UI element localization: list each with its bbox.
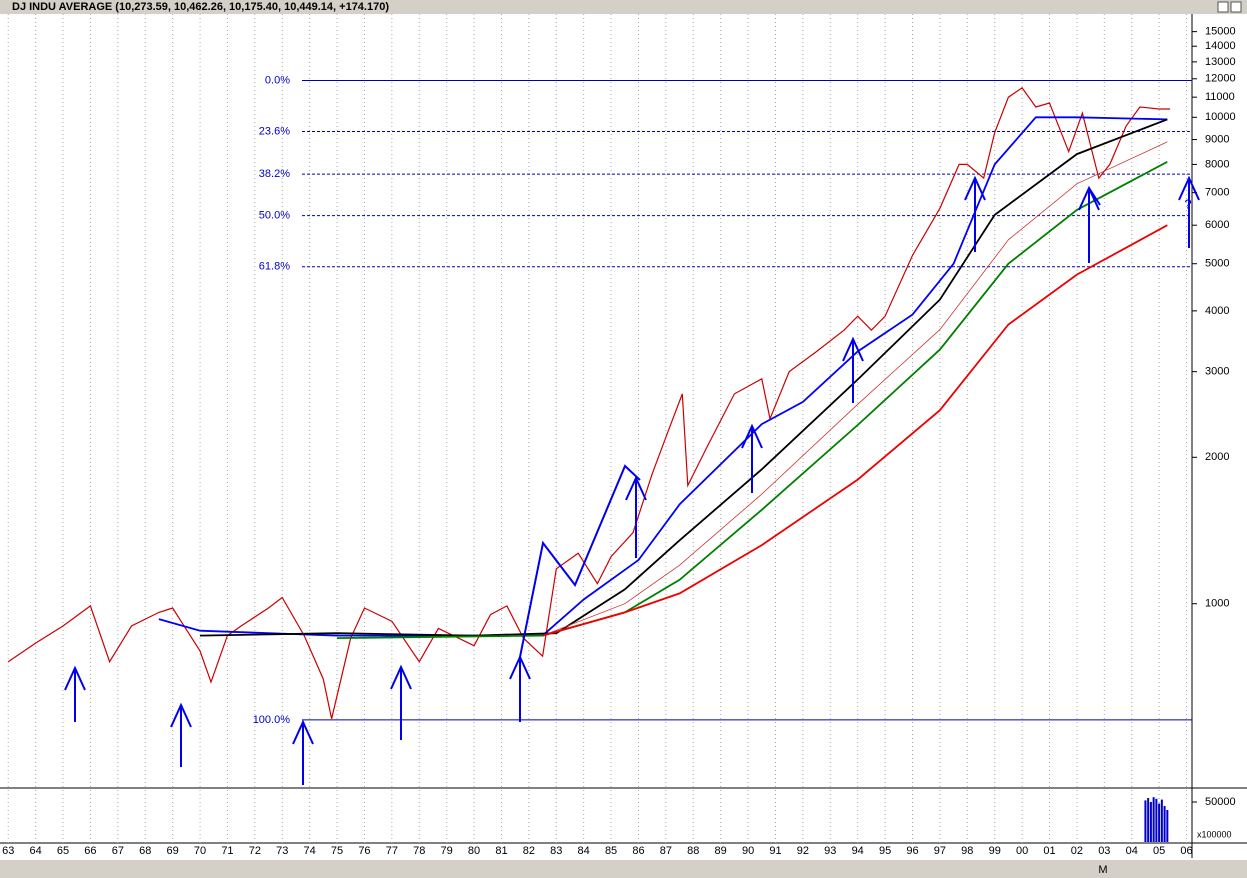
x-tick-label: 78: [413, 845, 425, 857]
y-tick-label: 8000: [1205, 158, 1229, 170]
x-tick-label: 01: [1043, 845, 1055, 857]
arrow: [964, 175, 986, 252]
fib-label: 23.6%: [259, 125, 290, 137]
x-tick-label: 96: [906, 845, 918, 857]
chart-title: DJ INDU AVERAGE (10,273.59, 10,462.26, 1…: [12, 1, 389, 13]
y-tick-label: 1000: [1205, 598, 1229, 610]
x-tick-label: 04: [1126, 845, 1138, 857]
arrow: [64, 665, 86, 722]
x-tick-label: 91: [769, 845, 781, 857]
x-tick-label: 98: [961, 845, 973, 857]
x-tick-label: 68: [139, 845, 151, 857]
x-tick-label: 85: [605, 845, 617, 857]
x-tick-label: 83: [550, 845, 562, 857]
fib-label: 100.0%: [253, 714, 291, 726]
x-tick-label: 94: [852, 845, 864, 857]
x-tick-label: 89: [715, 845, 727, 857]
y-tick-label: 50000: [1205, 796, 1236, 808]
volume-bar: [1144, 800, 1147, 842]
y-tick-label: 5000: [1205, 258, 1229, 270]
y-tick-label: 13000: [1205, 56, 1236, 68]
x-tick-label: 90: [742, 845, 754, 857]
x-tick-label: 74: [304, 845, 316, 857]
restore-button[interactable]: [1217, 1, 1229, 13]
series-line: [542, 141, 1168, 636]
x-tick-label: 72: [249, 845, 261, 857]
fib-label: 38.2%: [259, 168, 290, 180]
x-tick-label: 95: [879, 845, 891, 857]
volume-bar: [1163, 806, 1166, 842]
volume-unit: x100000: [1197, 829, 1232, 839]
title-bar: [0, 0, 1247, 14]
y-tick-label: 3000: [1205, 366, 1229, 378]
x-tick-label: 87: [660, 845, 672, 857]
x-tick-label: 75: [331, 845, 343, 857]
bottom-toolbar: [0, 860, 1247, 878]
y-tick-label: 4000: [1205, 305, 1229, 317]
arrow: [170, 702, 192, 767]
y-tick-label: 15000: [1205, 26, 1236, 38]
arrow: [625, 475, 647, 558]
y-tick-label: 11000: [1205, 91, 1235, 103]
x-tick-label: 66: [84, 845, 96, 857]
fib-label: 61.8%: [259, 261, 290, 273]
volume-bar: [1160, 799, 1163, 842]
x-tick-label: 71: [221, 845, 233, 857]
arrow: [842, 336, 864, 403]
fib-label: 50.0%: [259, 209, 290, 221]
x-tick-label: 88: [687, 845, 699, 857]
x-tick-label: 05: [1153, 845, 1165, 857]
x-tick-label: 73: [276, 845, 288, 857]
y-tick-label: 2000: [1205, 451, 1229, 463]
x-tick-label: 70: [194, 845, 206, 857]
arrow: [390, 664, 412, 740]
x-tick-label: 64: [29, 845, 41, 857]
close-button[interactable]: [1230, 1, 1242, 13]
arrow: [292, 719, 314, 785]
y-tick-label: 14000: [1205, 40, 1236, 52]
x-tick-label: 82: [523, 845, 535, 857]
y-tick-label: 10000: [1205, 111, 1236, 123]
x-tick-label: 79: [441, 845, 453, 857]
x-tick-label: 86: [632, 845, 644, 857]
volume-bar: [1152, 797, 1155, 842]
trend-line: [519, 464, 641, 658]
volume-bar: [1147, 798, 1150, 842]
x-tick-label: 77: [386, 845, 398, 857]
volume-bar: [1149, 802, 1152, 842]
x-tick-label: 65: [57, 845, 69, 857]
volume-bar: [1158, 803, 1161, 842]
y-tick-label: 7000: [1205, 187, 1229, 199]
x-tick-label: 92: [797, 845, 809, 857]
toolbar-button[interactable]: M: [1098, 864, 1107, 876]
arrow: [741, 423, 763, 493]
x-tick-label: 67: [112, 845, 124, 857]
series-line: [7, 86, 1171, 719]
x-tick-label: 63: [2, 845, 14, 857]
x-tick-label: 06: [1180, 845, 1192, 857]
series-line: [542, 224, 1168, 637]
x-tick-label: 99: [989, 845, 1001, 857]
x-tick-label: 81: [495, 845, 507, 857]
x-tick-label: 76: [358, 845, 370, 857]
x-tick-label: 02: [1071, 845, 1083, 857]
fib-label: 0.0%: [265, 74, 290, 86]
x-tick-label: 84: [578, 845, 590, 857]
arrow: [1178, 175, 1200, 248]
x-tick-label: 80: [468, 845, 480, 857]
volume-bar: [1166, 810, 1169, 842]
trend-line: [1088, 187, 1101, 206]
volume-bar: [1155, 798, 1158, 842]
y-tick-label: 6000: [1205, 219, 1229, 231]
y-tick-label: 9000: [1205, 133, 1229, 145]
x-tick-label: 69: [167, 845, 179, 857]
x-tick-label: 00: [1016, 845, 1028, 857]
y-tick-label: 12000: [1205, 73, 1236, 85]
series-line: [199, 118, 1168, 637]
x-tick-label: 93: [824, 845, 836, 857]
x-tick-label: 97: [934, 845, 946, 857]
x-tick-label: 03: [1098, 845, 1110, 857]
